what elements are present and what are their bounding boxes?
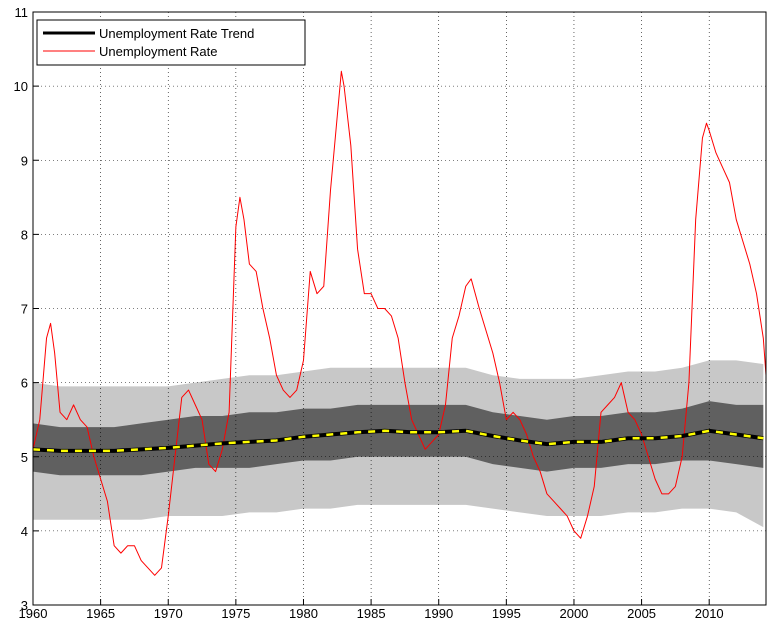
- legend-label: Unemployment Rate: [99, 44, 218, 59]
- x-tick-label: 1960: [19, 606, 48, 621]
- x-tick-label: 1965: [86, 606, 115, 621]
- legend-box: [36, 19, 306, 66]
- y-tick-label: 7: [21, 302, 28, 317]
- band: [33, 401, 764, 476]
- y-tick-label: 5: [21, 450, 28, 465]
- x-tick-label: 1975: [221, 606, 250, 621]
- x-tick-label: 1970: [154, 606, 183, 621]
- y-tick-label: 11: [15, 5, 29, 20]
- x-tick-label: 1995: [492, 606, 521, 621]
- x-tick-label: 2000: [559, 606, 588, 621]
- trend-line-dash: [32, 429, 764, 453]
- x-tick-label: 2005: [627, 606, 656, 621]
- y-tick-label: 10: [14, 79, 28, 94]
- y-tick-label: 8: [21, 227, 28, 242]
- y-tick-label: 9: [21, 153, 28, 168]
- y-tick-label: 3: [21, 598, 28, 613]
- x-tick-label: 1985: [357, 606, 386, 621]
- y-tick-label: 6: [21, 376, 28, 391]
- x-tick-label: 1980: [289, 606, 318, 621]
- legend-label: Unemployment Rate Trend: [99, 26, 254, 41]
- y-tick-label: 4: [21, 524, 28, 539]
- x-tick-label: 1990: [424, 606, 453, 621]
- series-line: [32, 70, 767, 576]
- x-tick-label: 2010: [695, 606, 724, 621]
